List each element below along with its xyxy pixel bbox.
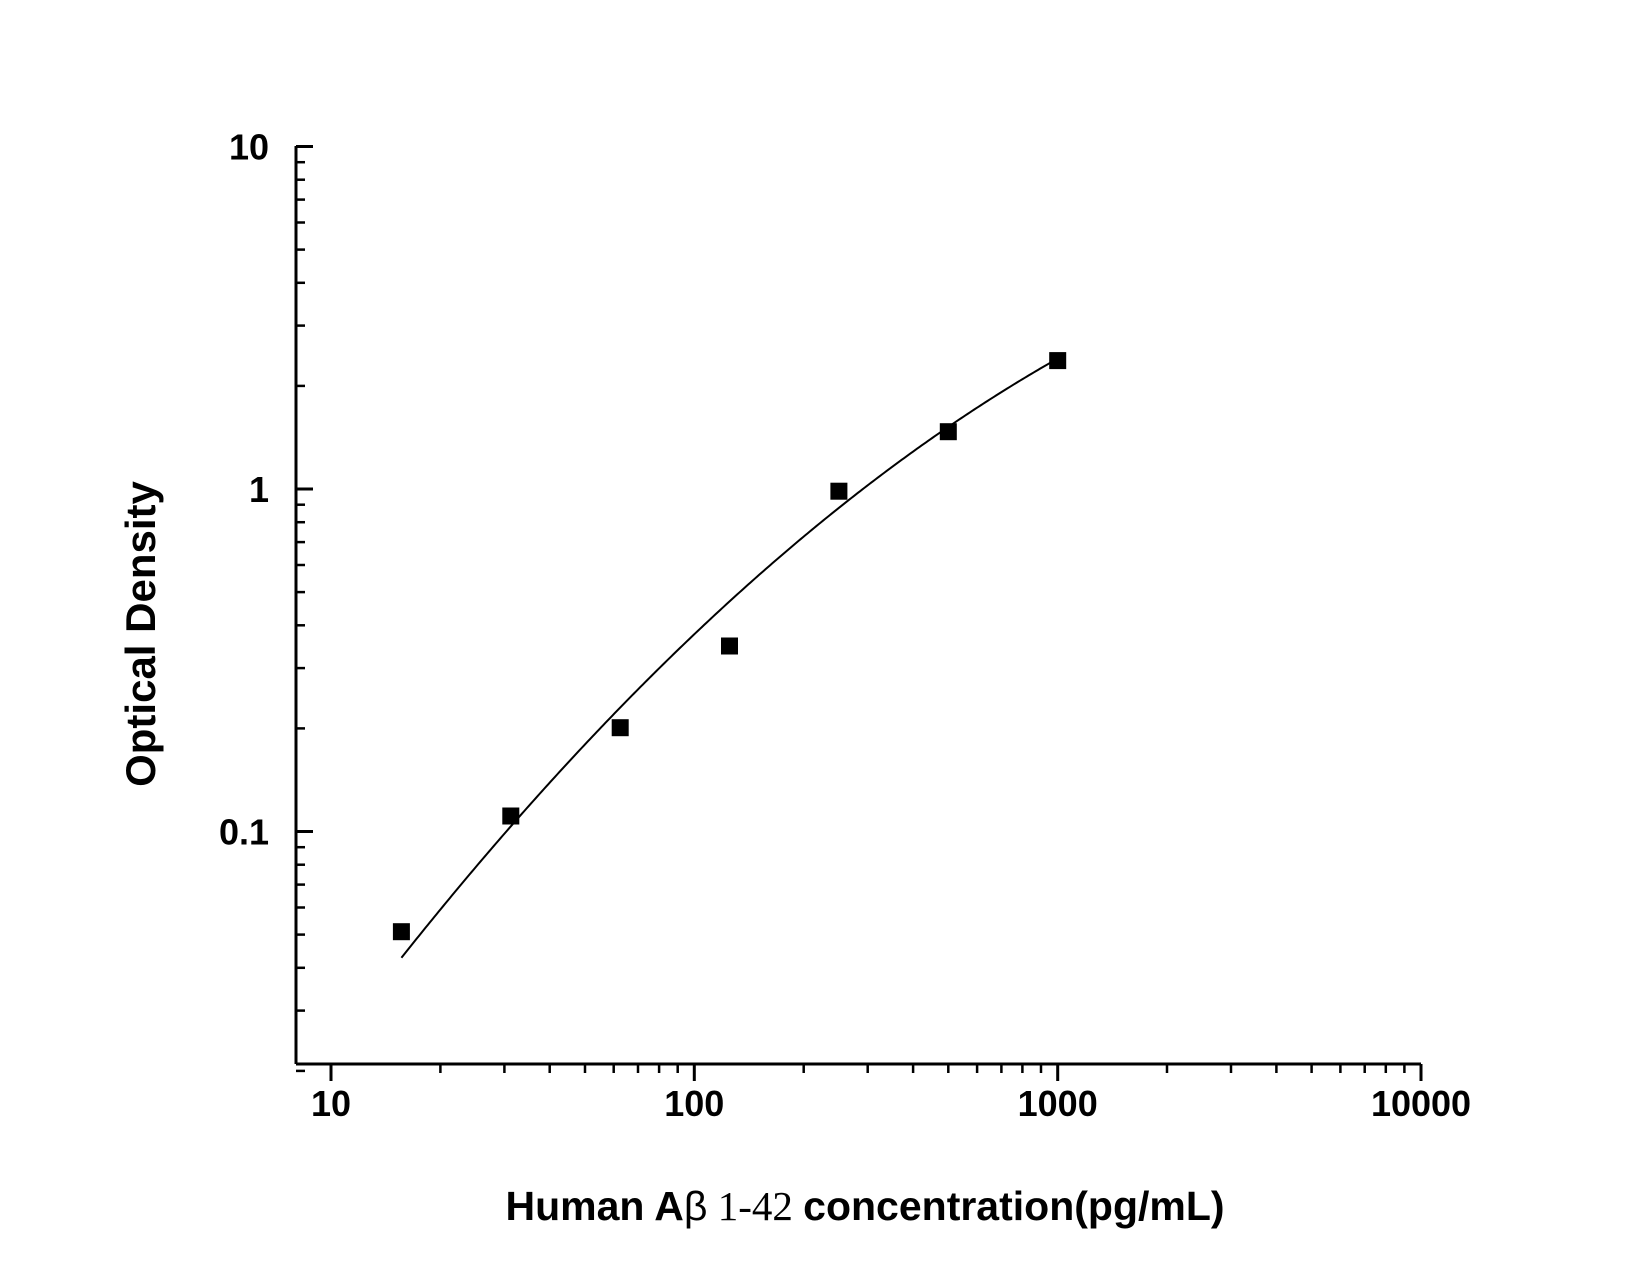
- svg-text:Optical Density: Optical Density: [117, 480, 164, 786]
- svg-text:10: 10: [311, 1083, 351, 1124]
- svg-text:10: 10: [229, 127, 269, 168]
- svg-text:0.1: 0.1: [219, 812, 269, 853]
- svg-text:100: 100: [664, 1083, 724, 1124]
- svg-text:1: 1: [249, 469, 269, 510]
- svg-text:Human Aβ 1-42 concentration(pg: Human Aβ 1-42 concentration(pg/mL): [505, 1183, 1224, 1229]
- svg-text:1000: 1000: [1018, 1083, 1098, 1124]
- svg-text:10000: 10000: [1371, 1083, 1471, 1124]
